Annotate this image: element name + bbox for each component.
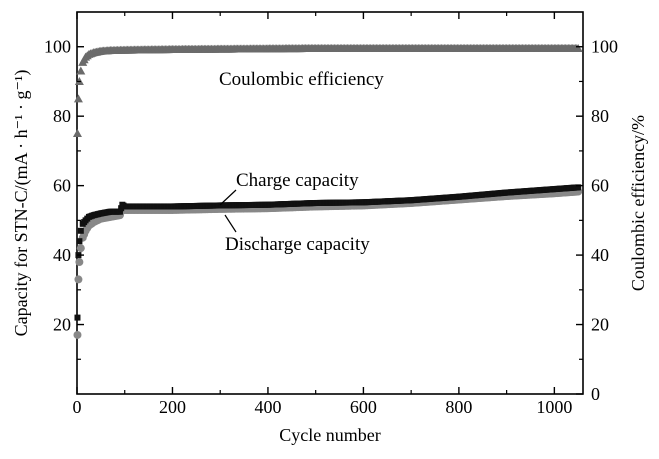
plot-frame bbox=[76, 11, 584, 395]
y-left-tick-label: 80 bbox=[53, 106, 71, 126]
efficiency-point bbox=[72, 129, 82, 138]
series-charge-capacity bbox=[74, 184, 582, 321]
annotation-charge-capacity: Charge capacity bbox=[236, 170, 359, 191]
data-marks bbox=[72, 43, 583, 339]
x-tick-label: 0 bbox=[73, 397, 82, 417]
y-right-tick-label: 60 bbox=[591, 176, 609, 196]
charge-point bbox=[77, 227, 84, 234]
x-tick-label: 800 bbox=[445, 397, 472, 417]
efficiency-point bbox=[76, 66, 86, 75]
y-left-tick-label: 40 bbox=[53, 245, 71, 265]
x-tick-label: 600 bbox=[350, 397, 377, 417]
x-axis-label: Cycle number bbox=[279, 425, 380, 445]
x-tick-label: 400 bbox=[254, 397, 281, 417]
discharge-point bbox=[75, 258, 84, 267]
annotation-coulombic-efficiency: Coulombic efficiency bbox=[219, 69, 384, 90]
series-discharge-capacity bbox=[73, 187, 583, 339]
charge-point bbox=[76, 238, 83, 245]
discharge-point bbox=[76, 244, 85, 253]
y-left-tick-label: 100 bbox=[44, 37, 71, 57]
discharge-leader-line bbox=[224, 214, 237, 233]
y-right-tick-label: 20 bbox=[591, 315, 609, 335]
series-coulombic-efficiency bbox=[72, 43, 583, 138]
discharge-point bbox=[74, 275, 83, 284]
annotation-discharge-capacity: Discharge capacity bbox=[225, 234, 370, 255]
y-left-tick-label: 20 bbox=[53, 315, 71, 335]
discharge-point bbox=[73, 330, 82, 339]
x-tick-label: 1000 bbox=[536, 397, 572, 417]
charge-point bbox=[575, 184, 582, 191]
y-left-tick-label: 60 bbox=[53, 176, 71, 196]
efficiency-point bbox=[573, 43, 583, 52]
charge-leader-line bbox=[219, 189, 237, 206]
y-right-tick-label: 100 bbox=[591, 37, 618, 57]
charge-point bbox=[74, 314, 81, 321]
efficiency-point bbox=[73, 94, 83, 103]
y-right-tick-label: 0 bbox=[591, 384, 600, 404]
y-right-tick-label: 40 bbox=[591, 245, 609, 265]
y-axis-right-label: Coulombic efficiency/% bbox=[628, 115, 648, 291]
y-axis-left-label: Capacity for STN-C/(mA · h⁻¹ · g⁻¹) bbox=[11, 70, 32, 337]
y-right-tick-label: 80 bbox=[591, 106, 609, 126]
charge-point bbox=[116, 208, 123, 215]
x-tick-label: 200 bbox=[159, 397, 186, 417]
